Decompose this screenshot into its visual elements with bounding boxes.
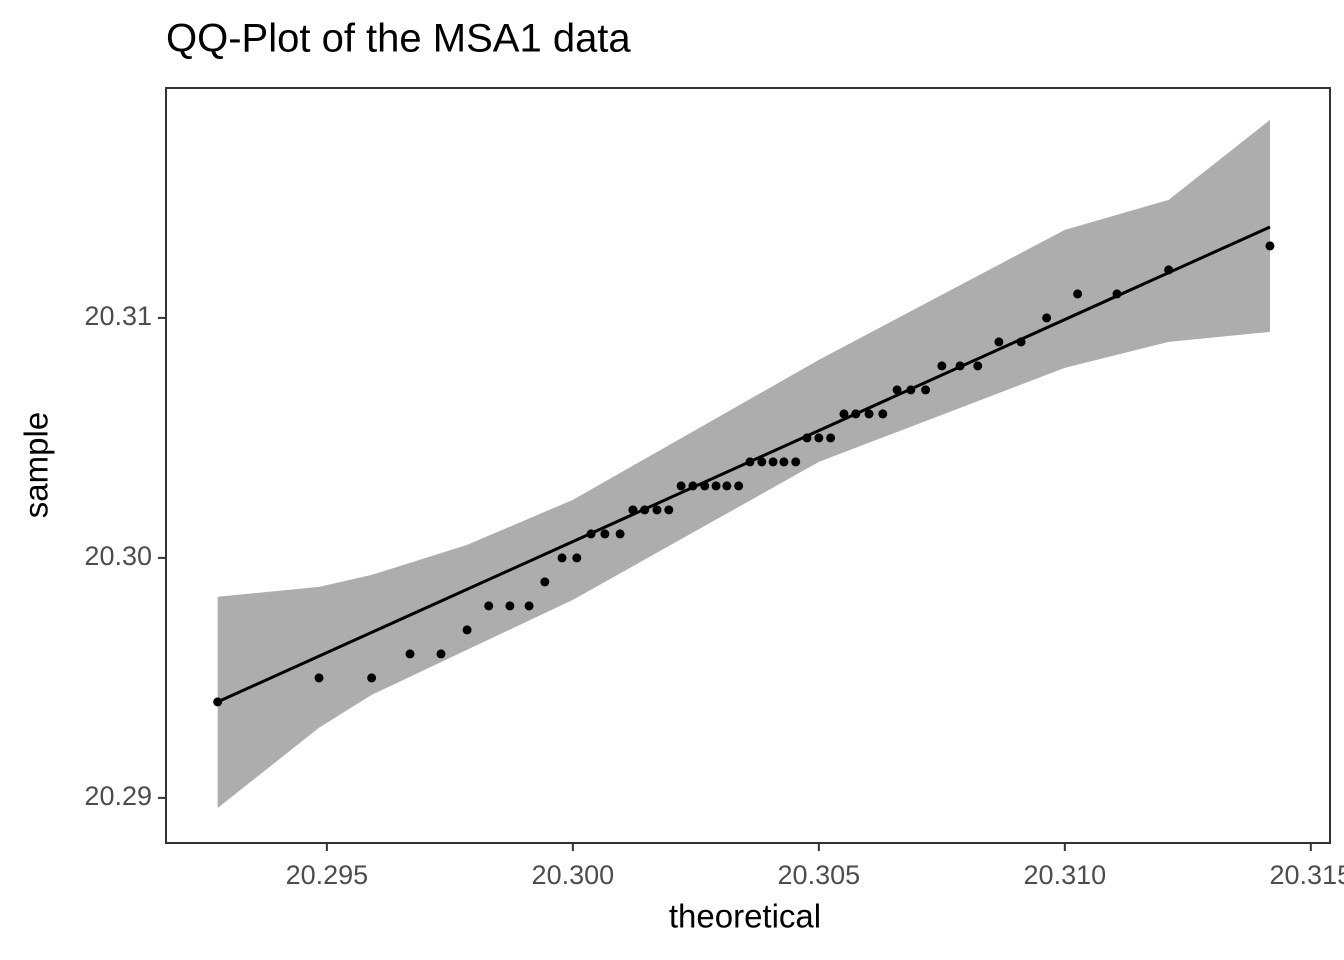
x-tick-label: 20.300 [532, 860, 615, 890]
chart-title: QQ-Plot of the MSA1 data [166, 17, 631, 61]
y-tick-label: 20.29 [84, 781, 152, 811]
point [640, 505, 650, 515]
reference-line [217, 225, 1271, 704]
y-tick-label: 20.31 [84, 301, 152, 331]
point [557, 553, 567, 563]
point [757, 457, 767, 467]
point [1112, 289, 1122, 299]
point [973, 361, 983, 371]
point [1016, 337, 1026, 347]
point [722, 481, 732, 491]
x-tick-label: 20.295 [286, 860, 369, 890]
x-tick-label: 20.310 [1024, 860, 1107, 890]
point [628, 505, 638, 515]
point [1265, 241, 1275, 251]
point [688, 481, 698, 491]
point [921, 385, 931, 395]
point [213, 697, 223, 707]
point [1073, 289, 1083, 299]
point [484, 601, 494, 611]
point [540, 577, 550, 587]
point [802, 433, 812, 443]
point [937, 361, 947, 371]
point [791, 457, 801, 467]
point [851, 409, 861, 419]
point [745, 457, 755, 467]
point [814, 433, 824, 443]
point [367, 673, 377, 683]
point [1164, 265, 1174, 275]
point [314, 673, 324, 683]
point [892, 385, 902, 395]
point [505, 601, 515, 611]
point [864, 409, 874, 419]
point [462, 625, 472, 635]
point [600, 529, 610, 539]
y-axis-title: sample [18, 412, 55, 518]
point [994, 337, 1004, 347]
point [524, 601, 534, 611]
point [734, 481, 744, 491]
point [586, 529, 596, 539]
point [826, 433, 836, 443]
point [779, 457, 789, 467]
point [700, 481, 710, 491]
point [676, 481, 686, 491]
point [615, 529, 625, 539]
x-axis-title: theoretical [669, 898, 821, 935]
point [906, 385, 916, 395]
x-tick-label: 20.315 [1270, 860, 1344, 890]
point [839, 409, 849, 419]
point [652, 505, 662, 515]
point [878, 409, 888, 419]
point [664, 505, 674, 515]
x-tick-label: 20.305 [778, 860, 861, 890]
point [436, 649, 446, 659]
point [768, 457, 778, 467]
point [405, 649, 415, 659]
plot-border [165, 87, 1331, 844]
point [572, 553, 582, 563]
point [955, 361, 965, 371]
point [1042, 313, 1052, 323]
y-tick-label: 20.30 [84, 541, 152, 571]
point [711, 481, 721, 491]
